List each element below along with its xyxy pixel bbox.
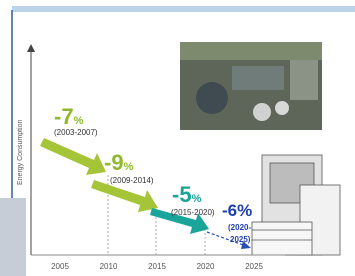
unit: % [124, 161, 134, 173]
change: -5 [172, 182, 192, 207]
step-label: -6% [222, 201, 252, 220]
x-tick-label: 2015 [148, 262, 166, 271]
page: Energy Consumption 20052010201520202025 … [0, 0, 355, 276]
unit: % [192, 193, 202, 205]
unit: % [74, 115, 84, 127]
top-bar [12, 6, 355, 12]
x-tick-label: 2010 [100, 262, 118, 271]
period: (2015-2020) [171, 208, 215, 217]
x-tick-label: 2020 [197, 262, 215, 271]
x-tick-label: 2025 [245, 262, 263, 271]
period: 2025) [230, 235, 251, 244]
y-axis-label: Energy Consumption [17, 120, 24, 185]
period: (2020- [228, 223, 251, 232]
unit: % [237, 201, 252, 220]
period: (2003-2007) [54, 128, 98, 137]
change: -9 [104, 150, 124, 175]
period: (2009-2014) [110, 176, 154, 185]
change: -6 [222, 201, 237, 220]
x-tick-label: 2005 [51, 262, 69, 271]
side-block [0, 198, 26, 276]
plant-photo [180, 42, 322, 130]
change: -7 [54, 104, 74, 129]
slide: Energy Consumption 20052010201520202025 … [0, 0, 355, 276]
